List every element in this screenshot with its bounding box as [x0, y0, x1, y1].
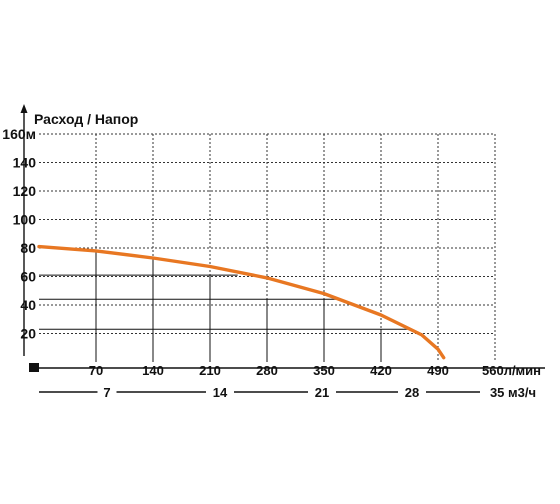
x-tick-label-560: 560л/мин: [482, 363, 541, 378]
x2-tick-gap-14: [206, 384, 234, 400]
series-curve: [37, 244, 446, 360]
chart-title: Расход / Напор: [34, 111, 138, 127]
y-tick-label-20: 20: [20, 326, 36, 342]
x2-tick-gap-7: [97, 384, 117, 400]
axes: [20, 104, 545, 393]
x-tick-label-350: 350: [313, 363, 335, 378]
y-tick-label-80: 80: [20, 240, 36, 256]
x-tick-label-210: 210: [199, 363, 221, 378]
x2-tick-label-7: 7: [103, 385, 110, 400]
grid: [39, 133, 496, 362]
reference-lines: [39, 250, 408, 362]
y-tick-label-60: 60: [20, 269, 36, 285]
y-tick-label-160: 160м: [2, 126, 36, 142]
y-tick-label-40: 40: [20, 297, 36, 313]
x2-tick-label-14: 14: [213, 385, 228, 400]
x-tick-label-280: 280: [256, 363, 278, 378]
x-tick-label-70: 70: [89, 363, 103, 378]
y-tick-label-120: 120: [13, 183, 37, 199]
x-tick-label-420: 420: [370, 363, 392, 378]
x2-tick-gap-21: [308, 384, 336, 400]
x2-tick-label-21: 21: [315, 385, 329, 400]
x2-tick-label-35: 35 м3/ч: [490, 385, 536, 400]
y-tick-label-140: 140: [13, 155, 37, 171]
y-axis-arrow: [20, 104, 28, 113]
x2-tick-label-28: 28: [405, 385, 419, 400]
curve: [37, 244, 446, 360]
x2-tick-gap-35: [480, 384, 546, 400]
x2-tick-gap-28: [398, 384, 426, 400]
x-tick-label-490: 490: [427, 363, 449, 378]
labels: Расход / Напор 20 40 60 80 100 120 140 160м 70 140…: [2, 111, 546, 400]
x-tick-label-140: 140: [142, 363, 164, 378]
y-tick-label-100: 100: [13, 212, 37, 228]
origin-marker: [29, 363, 39, 372]
